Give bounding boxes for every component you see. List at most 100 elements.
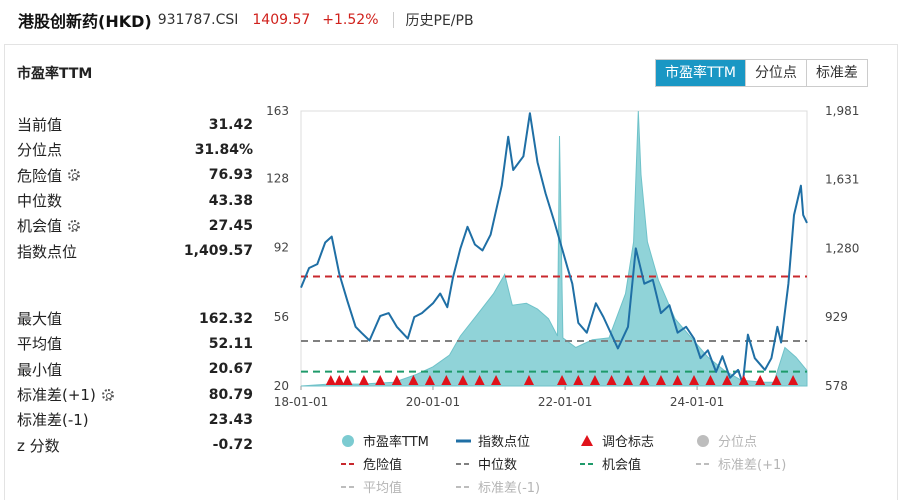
legend-item[interactable]: 分位点 [697,435,757,450]
rebalance-mark [334,375,345,385]
rebalance-mark [573,375,584,385]
stat-label: 平均值 [17,335,63,354]
rebalance-mark [342,375,353,385]
legend-label: 平均值 [363,480,402,496]
gear-icon[interactable] [68,219,81,232]
legend-item[interactable]: 标准差(+1) [696,458,786,473]
rebalance-mark [755,375,766,385]
stat-label: 标准差(+1) [17,386,96,405]
legend-item[interactable]: 调仓标志 [581,435,654,450]
stats-bottom: 最大值 162.32 平均值 52.11 最小值 20.67 标准差(+1) 80.79 标准差… [17,306,253,458]
legend-item[interactable]: 平均值 [341,480,402,496]
rebalance-mark [771,375,782,385]
legend-triangle-icon [581,435,593,446]
legend-label: 机会值 [602,457,641,473]
y-right-tick-label: 929 [825,310,848,324]
valuation-panel: 市盈率TTM 市盈率TTM 分位点 标准差 当前值 31.42 分位点 31.84% 危险值… [4,44,898,500]
index-price: 1409.57 [252,12,311,28]
legend-item[interactable]: 标准差(-1) [456,481,540,496]
stat-label: 最大值 [17,310,63,329]
legend-label: 调仓标志 [602,435,654,450]
stat-value: 31.84% [194,141,253,158]
pe-area [300,110,808,387]
history-pe-pb-link[interactable]: 历史PE/PB [405,13,474,29]
rebalance-mark [639,375,650,385]
tab-0[interactable]: 市盈率TTM [656,60,745,86]
legend-item[interactable]: 危险值 [341,457,402,473]
stat-value: 52.11 [208,335,253,352]
legend-label: 市盈率TTM [363,434,429,450]
rebalance-mark [441,375,452,385]
stat-label: 标准差(-1) [17,411,89,430]
stat-value: 76.93 [208,167,253,184]
y-left-tick-label: 163 [266,104,289,118]
legend-item[interactable]: 市盈率TTM [342,434,429,450]
x-tick-label: 18-01-01 [274,395,328,409]
stat-row: 指数点位 1,409.57 [17,238,253,263]
rebalance-mark [491,375,502,385]
tab-2[interactable]: 标准差 [805,60,867,86]
stats-top: 当前值 31.42 分位点 31.84% 危险值 76.93 中位数 43.38 机会值 27.4… [17,112,253,264]
stat-row: 中位数 43.38 [17,188,253,213]
rebalance-mark [589,375,600,385]
legend-item[interactable]: 中位数 [456,458,517,473]
stat-label: 最小值 [17,360,63,379]
stat-label: 分位点 [17,141,63,160]
stat-label: 指数点位 [17,242,78,261]
legend-circle-icon [342,435,354,447]
rebalance-mark [391,375,402,385]
rebalance-mark [689,375,700,385]
gear-icon[interactable] [68,169,81,182]
legend-label: 中位数 [478,458,517,473]
stat-value: 80.79 [208,386,253,403]
stat-label: 当前值 [17,116,63,135]
stat-value: 23.43 [208,411,253,428]
pe-chart: 163 128 92 56 20 1,981 1,631 1,280 929 578 18-01-0… [266,104,859,496]
rebalance-mark [606,375,617,385]
tab-1[interactable]: 分位点 [744,60,806,86]
x-tick-label: 20-01-01 [406,395,460,409]
gear-icon[interactable] [101,388,114,401]
rebalance-mark [672,375,683,385]
metric-tabs: 市盈率TTM 分位点 标准差 [655,59,868,87]
stat-row: 标准差(-1) 23.43 [17,407,253,432]
index-name: 港股创新药(HKD) [18,12,152,31]
rebalance-mark [655,375,666,385]
y-left-tick-label: 20 [274,379,289,393]
stat-row: 最小值 20.67 [17,357,253,382]
stat-label: 中位数 [17,192,63,211]
legend-label: 标准差(+1) [718,458,786,473]
y-right-tick-label: 578 [825,379,848,393]
x-tick-label: 22-01-01 [538,395,592,409]
stat-value: 43.38 [208,192,253,209]
rebalance-mark [523,375,534,385]
y-right-tick-label: 1,631 [825,173,859,187]
y-right-tick-label: 1,280 [825,241,859,255]
rebalance-mark [557,375,568,385]
stat-row: 机会值 27.45 [17,213,253,238]
legend-item[interactable]: 指数点位 [456,435,530,450]
y-right-tick-label: 1,981 [825,104,859,118]
legend-item[interactable]: 机会值 [580,457,641,473]
legend-circle-icon [697,435,709,447]
index-change: +1.52% [322,12,379,28]
stat-value: 27.45 [208,217,253,234]
stat-row: 危险值 76.93 [17,163,253,188]
y-left-tick-label: 56 [274,310,289,324]
stat-row: 当前值 31.42 [17,112,253,137]
stat-row: 平均值 52.11 [17,331,253,356]
y-left-tick-label: 128 [266,171,289,185]
legend-label: 危险值 [363,457,402,473]
stat-value: 162.32 [198,310,253,327]
legend-label: 标准差(-1) [478,481,540,496]
rebalance-mark [375,375,386,385]
header-divider [392,12,394,28]
page-header: 港股创新药(HKD) 931787.CSI 1409.57 +1.52% 历史P… [0,0,898,40]
rebalance-mark [738,375,749,385]
stat-label: 机会值 [17,217,63,236]
stat-row: 最大值 162.32 [17,306,253,331]
rebalance-mark [474,375,485,385]
index-code: 931787.CSI [157,12,239,28]
rebalance-mark [623,375,634,385]
stat-value: 1,409.57 [183,243,253,260]
